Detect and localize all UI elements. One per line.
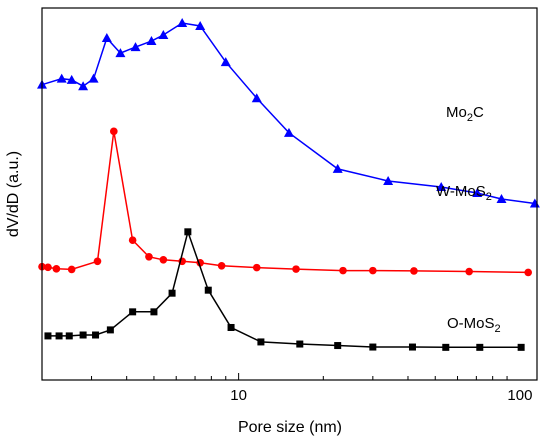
data-point: [67, 265, 76, 274]
data-point: [146, 36, 157, 46]
data-point: [517, 343, 525, 351]
data-point: [496, 194, 507, 204]
series-label-mo2c: Mo2C: [446, 104, 484, 124]
data-point: [55, 332, 63, 340]
series-label-w-mos2: W-MoS2: [436, 183, 492, 203]
x-axis-label: Pore size (nm): [238, 419, 342, 436]
data-point: [115, 48, 126, 58]
data-point: [150, 308, 158, 316]
data-point: [106, 326, 114, 334]
data-point: [524, 268, 532, 277]
data-point: [410, 267, 418, 275]
data-point: [159, 255, 168, 264]
data-point: [476, 343, 484, 351]
series-label-o-mos2: O-MoS2: [447, 315, 501, 335]
data-point: [44, 332, 52, 340]
data-point: [220, 57, 231, 67]
data-point: [227, 323, 235, 331]
data-point: [56, 73, 67, 83]
series-line-w-mos2: [41, 131, 529, 274]
data-point: [257, 338, 265, 346]
x-tick-label: 10: [230, 387, 247, 404]
data-point: [88, 73, 99, 83]
data-point: [217, 262, 226, 270]
series-layer: [37, 18, 540, 351]
x-tick-label: 100: [507, 387, 532, 404]
data-point: [101, 33, 112, 43]
data-point: [204, 286, 212, 294]
data-point: [92, 331, 100, 339]
data-point: [110, 127, 118, 136]
series-o-mos2: [44, 228, 525, 351]
data-point: [65, 332, 73, 340]
data-point: [195, 21, 206, 31]
series-w-mos2: [38, 127, 532, 277]
data-point: [408, 343, 416, 351]
x-axis-ticks: 10 100: [41, 373, 532, 404]
data-point: [52, 265, 61, 273]
data-point: [93, 257, 102, 266]
data-point: [465, 267, 473, 276]
series-labels: Mo2C W-MoS2 O-MoS2: [436, 104, 501, 335]
data-point: [369, 266, 377, 275]
data-point: [130, 42, 141, 52]
data-point: [296, 340, 304, 348]
data-point: [168, 289, 176, 297]
y-axis-label: dV/dD (a.u.): [5, 151, 22, 237]
data-point: [79, 331, 87, 339]
data-point: [78, 81, 89, 91]
data-point: [66, 74, 77, 84]
data-point: [129, 308, 137, 316]
data-point: [339, 266, 347, 275]
data-point: [283, 127, 294, 137]
data-point: [252, 263, 261, 272]
data-point: [383, 175, 394, 185]
data-point: [369, 343, 377, 351]
data-point: [177, 18, 188, 28]
data-point: [145, 252, 153, 261]
data-point: [292, 265, 300, 273]
data-point: [332, 163, 343, 173]
data-point: [128, 236, 137, 245]
data-point: [472, 188, 483, 197]
data-point: [251, 93, 262, 103]
data-point: [442, 343, 450, 351]
plot-frame: [41, 7, 538, 381]
data-point: [184, 228, 192, 236]
data-point: [334, 342, 342, 350]
data-point: [44, 263, 52, 272]
data-point: [436, 181, 447, 191]
data-point: [158, 30, 169, 40]
